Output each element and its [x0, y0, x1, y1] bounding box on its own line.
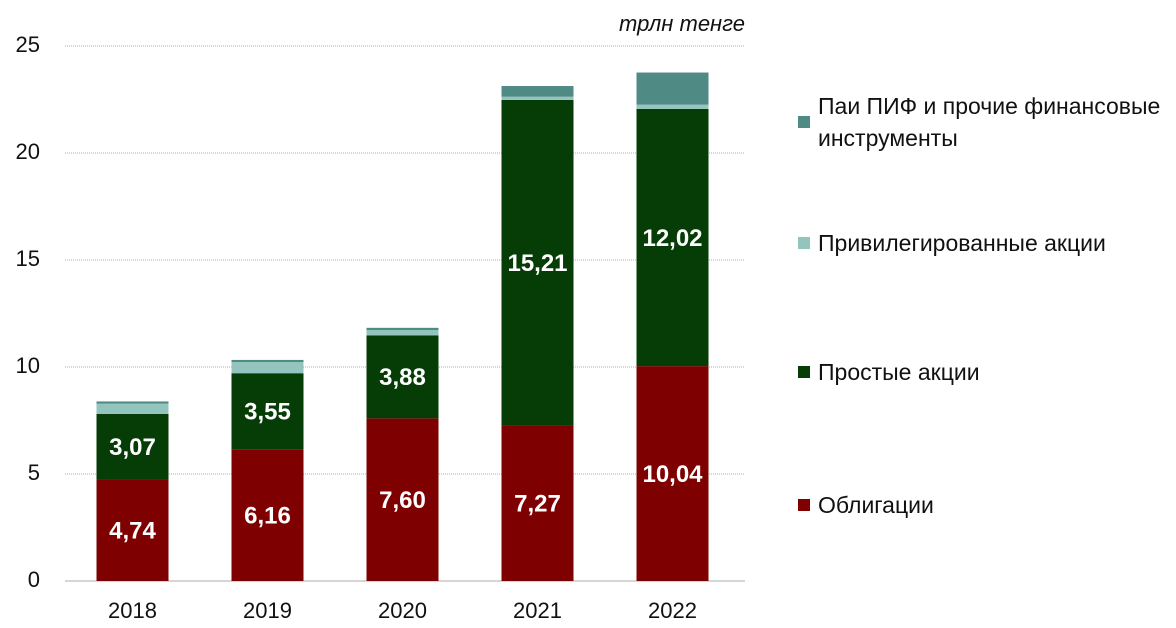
x-tick-label: 2022 [648, 598, 697, 623]
legend-item: Привилегированные акции [798, 227, 1170, 259]
x-tick-label: 2019 [243, 598, 292, 623]
bar-segment [231, 362, 304, 374]
y-tick-label: 15 [16, 246, 40, 271]
value-label: 3,55 [244, 399, 291, 426]
bar-segment [636, 72, 709, 105]
bar-segment [366, 329, 439, 336]
bar-segment [96, 413, 169, 480]
legend-swatch [798, 366, 810, 378]
x-tick-label: 2021 [513, 598, 562, 623]
legend-label: Привилегированные акции [818, 230, 1106, 256]
bar-segment [501, 99, 574, 426]
legend-swatch [798, 499, 810, 511]
value-label: 12,02 [642, 225, 702, 252]
y-tick-label: 0 [28, 567, 40, 592]
value-label: 3,07 [109, 434, 156, 461]
value-label: 4,74 [109, 518, 156, 545]
y-tick-label: 5 [28, 460, 40, 485]
bar-segment [501, 96, 574, 100]
y-tick-label: 25 [16, 32, 40, 57]
bar-segment [636, 108, 709, 367]
y-tick-label: 20 [16, 139, 40, 164]
legend-item: Паи ПИФ и прочие финансовые инструменты [798, 90, 1170, 154]
value-label: 15,21 [507, 250, 567, 277]
bar-segment [366, 327, 439, 330]
bar-segment [366, 418, 439, 581]
bar-segment [231, 359, 304, 363]
legend-swatch [798, 237, 810, 249]
bar-segment [231, 449, 304, 581]
x-tick-label: 2018 [108, 598, 157, 623]
legend-label: Паи ПИФ и прочие финансовые инструменты [818, 93, 1161, 151]
value-label: 7,27 [514, 491, 561, 518]
x-tick-label: 2020 [378, 598, 427, 623]
value-label: 3,88 [379, 364, 426, 391]
y-tick-label: 10 [16, 353, 40, 378]
bar-segment [501, 86, 574, 97]
legend-swatch [798, 116, 810, 128]
value-label: 10,04 [642, 461, 703, 488]
bar-segment [636, 104, 709, 109]
legend-item: Простые акции [798, 356, 1170, 388]
value-label: 6,16 [244, 502, 291, 529]
bar-segment [636, 366, 709, 581]
value-label: 7,60 [379, 487, 426, 514]
bar-segment [96, 479, 169, 581]
legend-label: Облигации [818, 492, 934, 518]
bar-segment [96, 401, 169, 404]
bar-segment [501, 425, 574, 581]
unit-label: трлн тенге [619, 11, 745, 36]
bar-segment [366, 335, 439, 419]
bar-segment [231, 373, 304, 450]
legend-item: Облигации [798, 489, 1170, 521]
bar-segment [96, 403, 169, 414]
legend-label: Простые акции [818, 359, 980, 385]
